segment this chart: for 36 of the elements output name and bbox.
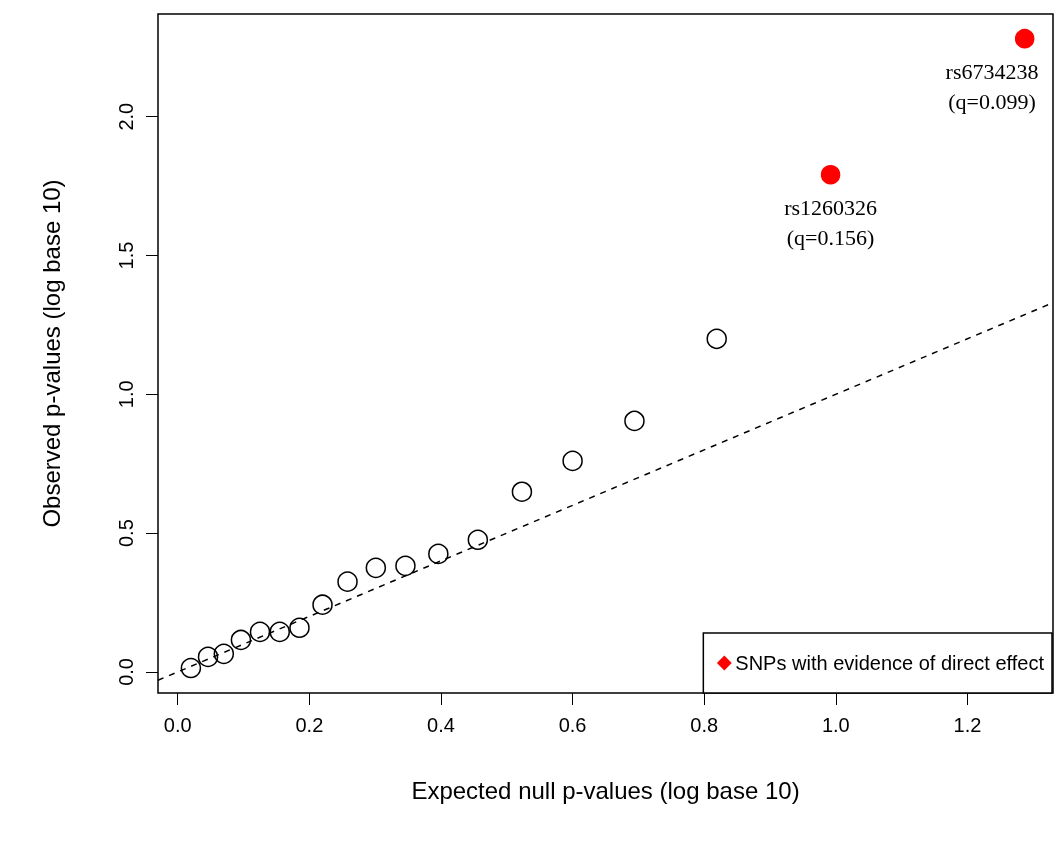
point (395, 555, 416, 577)
x-tick-label: 0.4 (427, 714, 455, 736)
point (428, 543, 449, 565)
point (230, 629, 252, 651)
point (289, 617, 310, 639)
annotation: rs6734238 (q=0.099) (945, 59, 1039, 115)
x-axis-title: Expected null p-values (log base 10) (411, 776, 800, 804)
point (365, 557, 387, 579)
point (511, 481, 533, 502)
point (249, 621, 271, 643)
y-tick-label: 0.5 (115, 519, 137, 548)
x-tick-label: 0.8 (690, 714, 719, 736)
y-tick-label: 2.0 (115, 102, 137, 131)
y-tick-label: 0.0 (115, 658, 137, 686)
point (624, 410, 645, 432)
point (337, 571, 358, 592)
y-tick-label: 1.0 (115, 380, 137, 409)
point (706, 328, 727, 350)
point (562, 450, 583, 472)
point (180, 657, 202, 679)
y-tick-label: 1.5 (115, 241, 137, 270)
legend-label: SNPs with evidence of direct effect (735, 652, 1045, 674)
point (1014, 28, 1035, 49)
point (312, 594, 333, 615)
x-tick-label: 0.6 (558, 714, 587, 736)
point (467, 529, 489, 551)
x-tick-label: 0.0 (163, 714, 192, 736)
x-tick-label: 1.0 (821, 714, 850, 736)
x-tick-label: 0.2 (295, 714, 324, 736)
annotation: rs1260326 (q=0.156) (784, 195, 878, 251)
point (213, 643, 235, 665)
x-tick-label: 1.2 (953, 714, 982, 736)
point (820, 164, 841, 185)
y-axis-title: Observed p-values (log base 10) (37, 179, 65, 528)
point (269, 621, 290, 643)
point (197, 646, 219, 668)
